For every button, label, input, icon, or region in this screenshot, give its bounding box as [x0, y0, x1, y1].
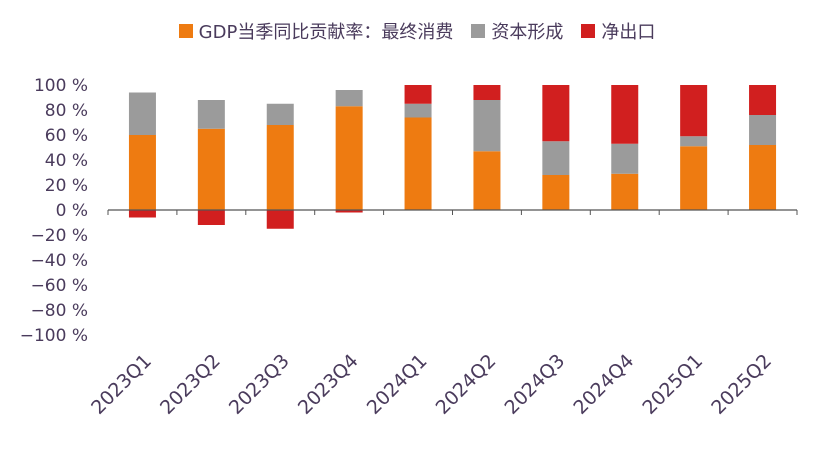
bar-2024Q2-series-1 [473, 100, 501, 152]
x-tick-label: 2025Q2 [707, 350, 776, 419]
bar-2024Q4-series-1 [611, 143, 639, 174]
bar-2023Q1-series-1 [128, 92, 156, 135]
legend-label-1: 资本形成 [491, 22, 564, 43]
y-tick-label: −20 % [31, 226, 88, 246]
bar-2024Q3-series-2 [542, 85, 570, 142]
legend-swatch-0 [178, 24, 193, 38]
bar-2025Q1-series-2 [680, 85, 708, 137]
bar-2025Q2-series-1 [749, 115, 777, 145]
y-tick-label: 60 % [45, 126, 88, 146]
bar-2023Q1-series-0 [128, 135, 156, 210]
x-tick-label: 2023Q4 [294, 350, 363, 419]
bar-2024Q1-series-2 [404, 85, 432, 104]
bar-2023Q1-series-2 [128, 210, 156, 218]
legend-item-0: GDP当季同比贡献率：最终消费 [178, 18, 454, 44]
bar-2023Q3-series-1 [266, 103, 294, 125]
bar-2023Q4-series-2 [335, 210, 363, 213]
bar-2024Q3-series-0 [542, 175, 570, 210]
bar-2023Q2-series-2 [197, 210, 225, 225]
legend-item-1: 资本形成 [471, 18, 563, 44]
bar-2024Q4-series-0 [611, 173, 639, 210]
bar-2025Q2-series-2 [749, 85, 777, 115]
legend-label-2: 净出口 [601, 22, 656, 43]
x-tick-label: 2023Q1 [87, 350, 156, 419]
x-tick-label: 2024Q4 [569, 350, 638, 419]
y-tick-label: 80 % [45, 101, 88, 121]
chart-legend: GDP当季同比贡献率：最终消费 资本形成 净出口 [0, 18, 834, 44]
x-tick-label: 2024Q3 [501, 350, 570, 419]
bar-2025Q1-series-0 [680, 146, 708, 210]
y-tick-label: 0 % [56, 201, 88, 221]
bar-2024Q2-series-0 [473, 151, 501, 210]
bar-2023Q2-series-1 [197, 100, 225, 129]
y-tick-label: −100 % [20, 326, 88, 346]
legend-item-2: 净出口 [581, 18, 655, 44]
legend-swatch-2 [581, 24, 596, 38]
y-tick-label: −80 % [31, 301, 88, 321]
y-tick-label: 40 % [45, 151, 88, 171]
bar-2023Q4-series-0 [335, 106, 363, 210]
bar-2024Q3-series-1 [542, 141, 570, 175]
y-tick-label: 20 % [45, 176, 88, 196]
bar-2023Q2-series-0 [197, 128, 225, 210]
legend-label-0: GDP当季同比贡献率：最终消费 [198, 22, 454, 43]
bar-2023Q4-series-1 [335, 90, 363, 107]
x-tick-label: 2025Q1 [638, 350, 707, 419]
x-tick-label: 2023Q3 [225, 350, 294, 419]
legend-swatch-1 [471, 24, 486, 38]
bar-2025Q2-series-0 [749, 145, 777, 210]
bar-2025Q1-series-1 [680, 136, 708, 147]
bar-2023Q3-series-0 [266, 125, 294, 210]
bar-2024Q4-series-2 [611, 85, 639, 144]
bar-2024Q1-series-0 [404, 117, 432, 210]
y-tick-label: −60 % [31, 276, 88, 296]
bar-2023Q3-series-2 [266, 210, 294, 229]
y-tick-label: −40 % [31, 251, 88, 271]
x-tick-label: 2023Q2 [156, 350, 225, 419]
bar-2024Q1-series-1 [404, 103, 432, 118]
x-tick-label: 2024Q2 [432, 350, 501, 419]
bar-2024Q2-series-2 [473, 85, 501, 100]
y-tick-label: 100 % [34, 76, 88, 96]
x-tick-label: 2024Q1 [363, 350, 432, 419]
